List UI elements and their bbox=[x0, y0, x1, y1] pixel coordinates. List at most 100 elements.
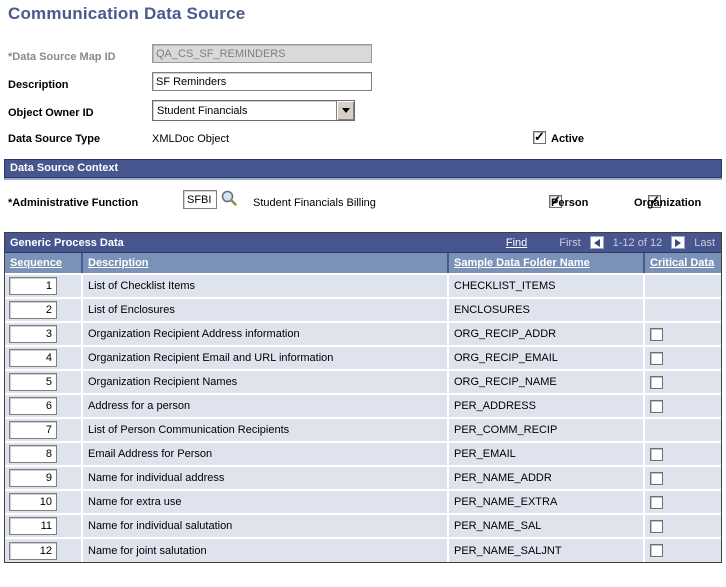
critical-data-cell bbox=[644, 514, 721, 539]
sample-data-folder-name-cell: PER_EMAIL bbox=[448, 442, 645, 467]
critical-data-checkbox[interactable] bbox=[650, 495, 663, 509]
critical-data-checkbox[interactable] bbox=[650, 327, 663, 341]
grid-column-header-row: Sequence Description Sample Data Folder … bbox=[5, 253, 721, 275]
sequence-input[interactable] bbox=[9, 373, 57, 391]
sequence-cell bbox=[5, 514, 83, 539]
table-row: Name for extra use PER_NAME_EXTRA bbox=[5, 490, 721, 515]
person-checkbox[interactable] bbox=[549, 193, 563, 209]
critical-data-cell bbox=[644, 418, 721, 443]
sample-data-folder-name-cell: PER_NAME_ADDR bbox=[448, 466, 645, 491]
chevron-down-icon[interactable] bbox=[336, 101, 354, 120]
description-cell: List of Enclosures bbox=[82, 298, 449, 323]
sequence-input[interactable] bbox=[9, 301, 57, 319]
sequence-input[interactable] bbox=[9, 397, 57, 415]
table-row: List of Enclosures ENCLOSURES bbox=[5, 298, 721, 323]
previous-page-icon[interactable] bbox=[589, 236, 604, 249]
table-row: Organization Recipient Address informati… bbox=[5, 322, 721, 347]
table-row: Email Address for Person PER_EMAIL bbox=[5, 442, 721, 467]
table-row: List of Checklist Items CHECKLIST_ITEMS bbox=[5, 274, 721, 299]
page-title: Communication Data Source bbox=[8, 4, 246, 23]
sequence-cell bbox=[5, 442, 83, 467]
grid-header-bar: Generic Process Data Find First 1-12 of … bbox=[5, 233, 721, 253]
sequence-cell bbox=[5, 538, 83, 562]
find-link[interactable]: Find bbox=[505, 236, 528, 249]
critical-data-checkbox[interactable] bbox=[650, 544, 663, 557]
data-source-type-label: Data Source Type bbox=[8, 133, 101, 145]
object-owner-id-select[interactable]: Student Financials bbox=[152, 100, 355, 121]
pagination-first[interactable]: First bbox=[559, 236, 581, 249]
sample-data-folder-name-cell: PER_NAME_EXTRA bbox=[448, 490, 645, 515]
sequence-input[interactable] bbox=[9, 325, 57, 343]
critical-data-cell bbox=[644, 466, 721, 491]
description-cell: Organization Recipient Names bbox=[82, 370, 449, 395]
critical-data-cell bbox=[644, 538, 721, 562]
critical-data-cell bbox=[644, 442, 721, 467]
sample-data-folder-name-cell: ORG_RECIP_ADDR bbox=[448, 322, 645, 347]
critical-data-cell bbox=[644, 370, 721, 395]
sequence-cell bbox=[5, 322, 83, 347]
critical-data-checkbox[interactable] bbox=[650, 375, 663, 389]
description-cell: Name for extra use bbox=[82, 490, 449, 515]
description-cell: Organization Recipient Address informati… bbox=[82, 322, 449, 347]
critical-data-checkbox[interactable] bbox=[650, 351, 663, 365]
sequence-input[interactable] bbox=[9, 493, 57, 511]
sample-data-folder-name-cell: PER_ADDRESS bbox=[448, 394, 645, 419]
column-header-description[interactable]: Description bbox=[82, 253, 449, 275]
table-row: List of Person Communication Recipients … bbox=[5, 418, 721, 443]
sequence-cell bbox=[5, 298, 83, 323]
sequence-input[interactable] bbox=[9, 421, 57, 439]
description-cell: Name for joint salutation bbox=[82, 538, 449, 562]
critical-data-checkbox[interactable] bbox=[650, 447, 663, 461]
data-source-context-section-header: Data Source Context bbox=[4, 159, 722, 178]
sample-data-folder-name-cell: ENCLOSURES bbox=[448, 298, 645, 323]
critical-data-cell bbox=[644, 490, 721, 515]
data-source-map-id-label: *Data Source Map ID bbox=[8, 51, 116, 63]
administrative-function-description: Student Financials Billing bbox=[253, 197, 376, 209]
description-cell: Address for a person bbox=[82, 394, 449, 419]
generic-process-data-grid: Generic Process Data Find First 1-12 of … bbox=[4, 232, 722, 563]
column-header-sequence[interactable]: Sequence bbox=[5, 253, 83, 275]
sequence-input[interactable] bbox=[9, 469, 57, 487]
pagination-range: 1-12 of 12 bbox=[612, 236, 663, 249]
description-cell: Organization Recipient Email and URL inf… bbox=[82, 346, 449, 371]
table-row: Name for joint salutation PER_NAME_SALJN… bbox=[5, 538, 721, 562]
sample-data-folder-name-cell: ORG_RECIP_EMAIL bbox=[448, 346, 645, 371]
sequence-cell bbox=[5, 394, 83, 419]
sequence-input[interactable] bbox=[9, 517, 57, 535]
description-cell: Name for individual salutation bbox=[82, 514, 449, 539]
sequence-cell bbox=[5, 418, 83, 443]
active-checkbox[interactable] bbox=[533, 129, 546, 145]
table-row: Name for individual address PER_NAME_ADD… bbox=[5, 466, 721, 491]
organization-checkbox[interactable] bbox=[648, 193, 662, 209]
critical-data-cell bbox=[644, 322, 721, 347]
sample-data-folder-name-cell: PER_NAME_SALJNT bbox=[448, 538, 645, 562]
critical-data-checkbox[interactable] bbox=[650, 399, 663, 413]
sequence-cell bbox=[5, 274, 83, 299]
object-owner-id-value: Student Financials bbox=[157, 104, 248, 117]
data-source-map-id-input[interactable] bbox=[152, 44, 372, 63]
sequence-cell bbox=[5, 346, 83, 371]
administrative-function-input[interactable] bbox=[183, 190, 217, 209]
sample-data-folder-name-cell: CHECKLIST_ITEMS bbox=[448, 274, 645, 299]
column-header-critical-data[interactable]: Critical Data bbox=[644, 253, 721, 275]
column-header-sample-data-folder-name[interactable]: Sample Data Folder Name bbox=[448, 253, 645, 275]
pagination-last[interactable]: Last bbox=[694, 236, 715, 249]
critical-data-checkbox[interactable] bbox=[650, 519, 663, 533]
sequence-cell bbox=[5, 370, 83, 395]
sample-data-folder-name-cell: ORG_RECIP_NAME bbox=[448, 370, 645, 395]
data-source-type-value: XMLDoc Object bbox=[152, 133, 230, 145]
sequence-input[interactable] bbox=[9, 445, 57, 463]
sequence-input[interactable] bbox=[9, 349, 57, 367]
sequence-input[interactable] bbox=[9, 277, 57, 295]
lookup-button[interactable] bbox=[220, 189, 238, 207]
organization-label: Organization bbox=[634, 197, 702, 209]
next-page-icon[interactable] bbox=[671, 236, 686, 249]
description-input[interactable] bbox=[152, 72, 372, 91]
sequence-input[interactable] bbox=[9, 541, 57, 560]
sequence-cell bbox=[5, 466, 83, 491]
critical-data-checkbox[interactable] bbox=[650, 471, 663, 485]
critical-data-cell bbox=[644, 274, 721, 299]
object-owner-id-label: Object Owner ID bbox=[8, 107, 94, 119]
sample-data-folder-name-cell: PER_COMM_RECIP bbox=[448, 418, 645, 443]
